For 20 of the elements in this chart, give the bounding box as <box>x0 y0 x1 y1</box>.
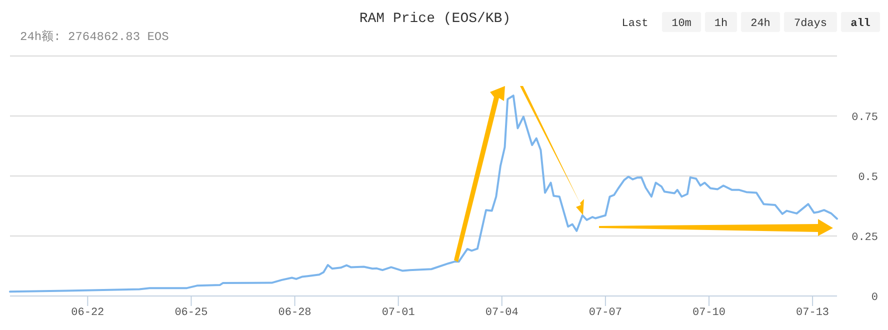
x-tick-label: 06-25 <box>174 307 208 319</box>
y-tick-label: 0.75 <box>852 112 878 124</box>
text: 24h额: 2764862.83 EOS <box>20 29 169 44</box>
text: Last <box>622 18 648 30</box>
y-tick-label: 0.5 <box>858 172 878 184</box>
text: 24h <box>750 18 770 30</box>
x-tick-label: 07-13 <box>796 307 830 319</box>
x-tick-label: 06-22 <box>71 307 104 319</box>
x-tick-label: 07-10 <box>692 307 726 319</box>
text: 7days <box>794 18 828 30</box>
chart-title: RAM Price (EOS/KB) <box>359 11 511 27</box>
y-tick-label: 0 <box>871 292 878 304</box>
x-tick-label: 07-04 <box>485 307 519 319</box>
y-tick-label: 0.25 <box>852 232 878 244</box>
x-tick-label: 07-01 <box>382 307 416 319</box>
text: 10m <box>672 18 692 30</box>
x-tick-label: 07-07 <box>588 307 622 319</box>
x-tick-label: 06-28 <box>278 307 312 319</box>
text: all <box>850 18 871 30</box>
text: 1h <box>714 18 728 30</box>
